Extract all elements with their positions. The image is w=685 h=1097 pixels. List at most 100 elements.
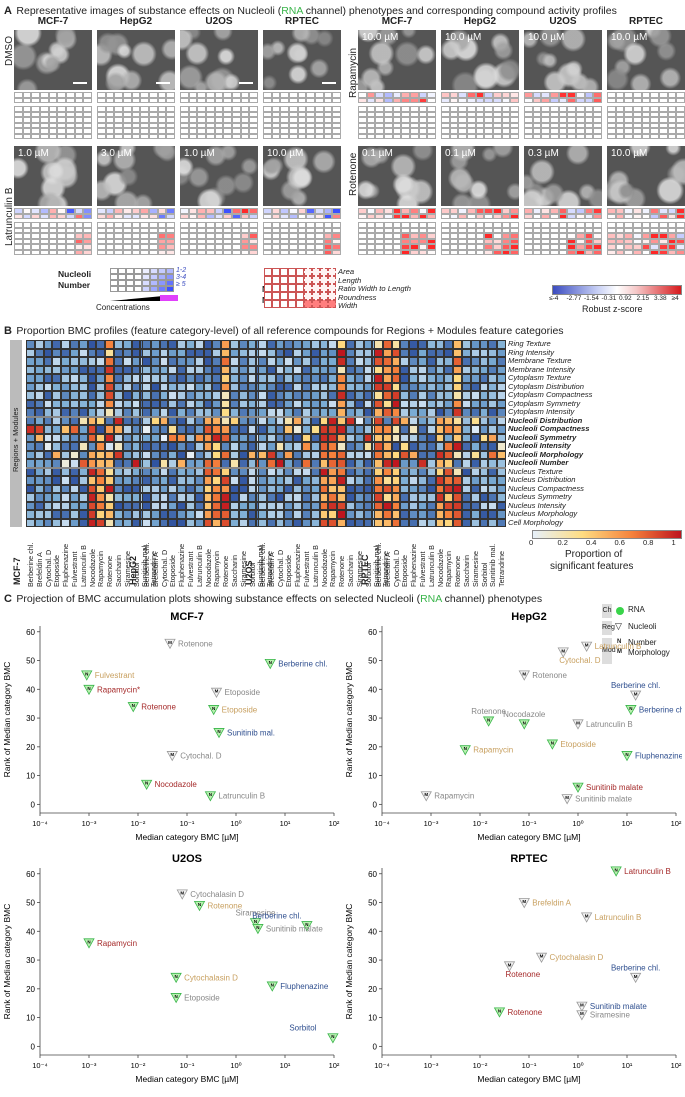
grid-cell	[48, 213, 58, 219]
heatmap-cell	[444, 357, 454, 366]
grid-cell	[97, 213, 106, 219]
heatmap-cell	[444, 501, 454, 510]
grid-cell	[97, 128, 106, 134]
heatmap-cell	[87, 348, 97, 357]
heatmap-cell	[497, 433, 506, 442]
heatmap-cell	[186, 357, 195, 366]
heatmap-cell	[34, 357, 44, 366]
point-mod-key: N	[256, 925, 259, 930]
point-label: Berberine chl.	[252, 912, 301, 921]
compound-label: Rotenone	[337, 555, 347, 587]
grid-cell	[410, 128, 419, 134]
grid-cell	[57, 133, 66, 139]
heatmap-cell	[142, 348, 151, 357]
grid-cell	[66, 106, 75, 112]
heatmap-cell	[26, 340, 35, 349]
grid-cell	[659, 97, 668, 103]
point-mod-key: M	[561, 648, 565, 653]
heatmap-cell	[150, 365, 160, 374]
microscopy-image: 3.0 µM	[97, 146, 175, 206]
grid-cell	[240, 208, 250, 214]
point-label: Rotenone	[471, 707, 506, 716]
grid-cell	[271, 97, 281, 103]
heatmap-cell	[212, 374, 222, 383]
heatmap-cell	[247, 391, 257, 400]
grid-cell	[206, 208, 215, 214]
heatmap-cell	[462, 501, 471, 510]
grid-cell	[392, 213, 402, 219]
grid-cell	[214, 92, 224, 98]
grid-cell	[315, 92, 324, 98]
heatmap-cell	[346, 510, 355, 519]
heatmap-cell	[96, 391, 106, 400]
y-tick-label: 0	[373, 800, 378, 809]
heatmap-cell	[150, 493, 160, 502]
heatmap-cell	[382, 357, 392, 366]
heatmap-cell	[194, 340, 204, 349]
grid-cell	[14, 106, 23, 112]
point-mod-key: M	[424, 792, 428, 797]
grid-cell	[384, 117, 393, 123]
heatmap-cell	[346, 348, 355, 357]
heatmap-cell	[409, 467, 418, 476]
heatmap-cell	[479, 374, 489, 383]
heatmap-cell	[105, 510, 114, 519]
heatmap-cell	[186, 365, 195, 374]
heatmap-cell	[462, 357, 471, 366]
grid-cell	[197, 111, 206, 117]
grid-cell	[206, 97, 215, 103]
point-label: Berberine chl.	[639, 705, 682, 714]
grid-cell	[401, 133, 410, 139]
heatmap-cell	[150, 416, 160, 425]
grid-cell	[315, 128, 324, 134]
heatmap-cell	[418, 340, 427, 349]
grid-cell	[676, 97, 685, 103]
grid-cell	[306, 106, 315, 112]
heatmap-cell	[426, 501, 436, 510]
point-mod-key: N	[209, 792, 212, 797]
grid-cell	[449, 133, 459, 139]
data-point: M Etoposide	[210, 687, 261, 698]
heatmap-cell	[131, 493, 141, 502]
grid-cell	[263, 111, 272, 117]
heatmap-cell	[310, 450, 320, 459]
heatmap-cell	[87, 450, 97, 459]
heatmap-cell	[284, 382, 294, 391]
heatmap-cell	[346, 357, 355, 366]
heatmap-cell	[391, 518, 401, 527]
grid-cell	[166, 97, 175, 103]
heatmap-cell	[114, 365, 123, 374]
heatmap-cell	[337, 425, 346, 434]
point-label: Sunitinib malate	[266, 924, 323, 933]
grid-cell	[484, 133, 493, 139]
grid-cell	[166, 238, 175, 244]
grid-cell	[57, 227, 66, 233]
grid-cell	[197, 106, 206, 112]
heatmap-cell	[142, 399, 151, 408]
heatmap-cell	[488, 416, 498, 425]
grid-cell	[401, 92, 410, 98]
heatmap-cell	[212, 476, 222, 485]
point-label: Berberine chl.	[611, 681, 660, 690]
grid-cell	[180, 227, 189, 233]
colorbar-tick: -2.77	[566, 295, 582, 302]
grid-cell	[157, 97, 167, 103]
point-label: Nocodazole	[503, 710, 546, 719]
grid-cell	[633, 213, 642, 219]
heatmap-cell	[337, 433, 346, 442]
grid-cell	[74, 133, 84, 139]
grid-cell	[197, 117, 206, 123]
grid-cell	[659, 133, 668, 139]
heatmap-cell	[319, 476, 329, 485]
heatmap-cell	[346, 467, 355, 476]
colorbar-label-2: significant features	[550, 561, 634, 572]
grid-cell	[263, 244, 272, 250]
heatmap-cell	[382, 382, 392, 391]
heatmap-cell	[238, 476, 248, 485]
heatmap-cell	[221, 425, 230, 434]
grid-cell	[97, 233, 106, 239]
cell-line-header: MCF-7	[381, 16, 413, 27]
grid-cell	[392, 133, 402, 139]
